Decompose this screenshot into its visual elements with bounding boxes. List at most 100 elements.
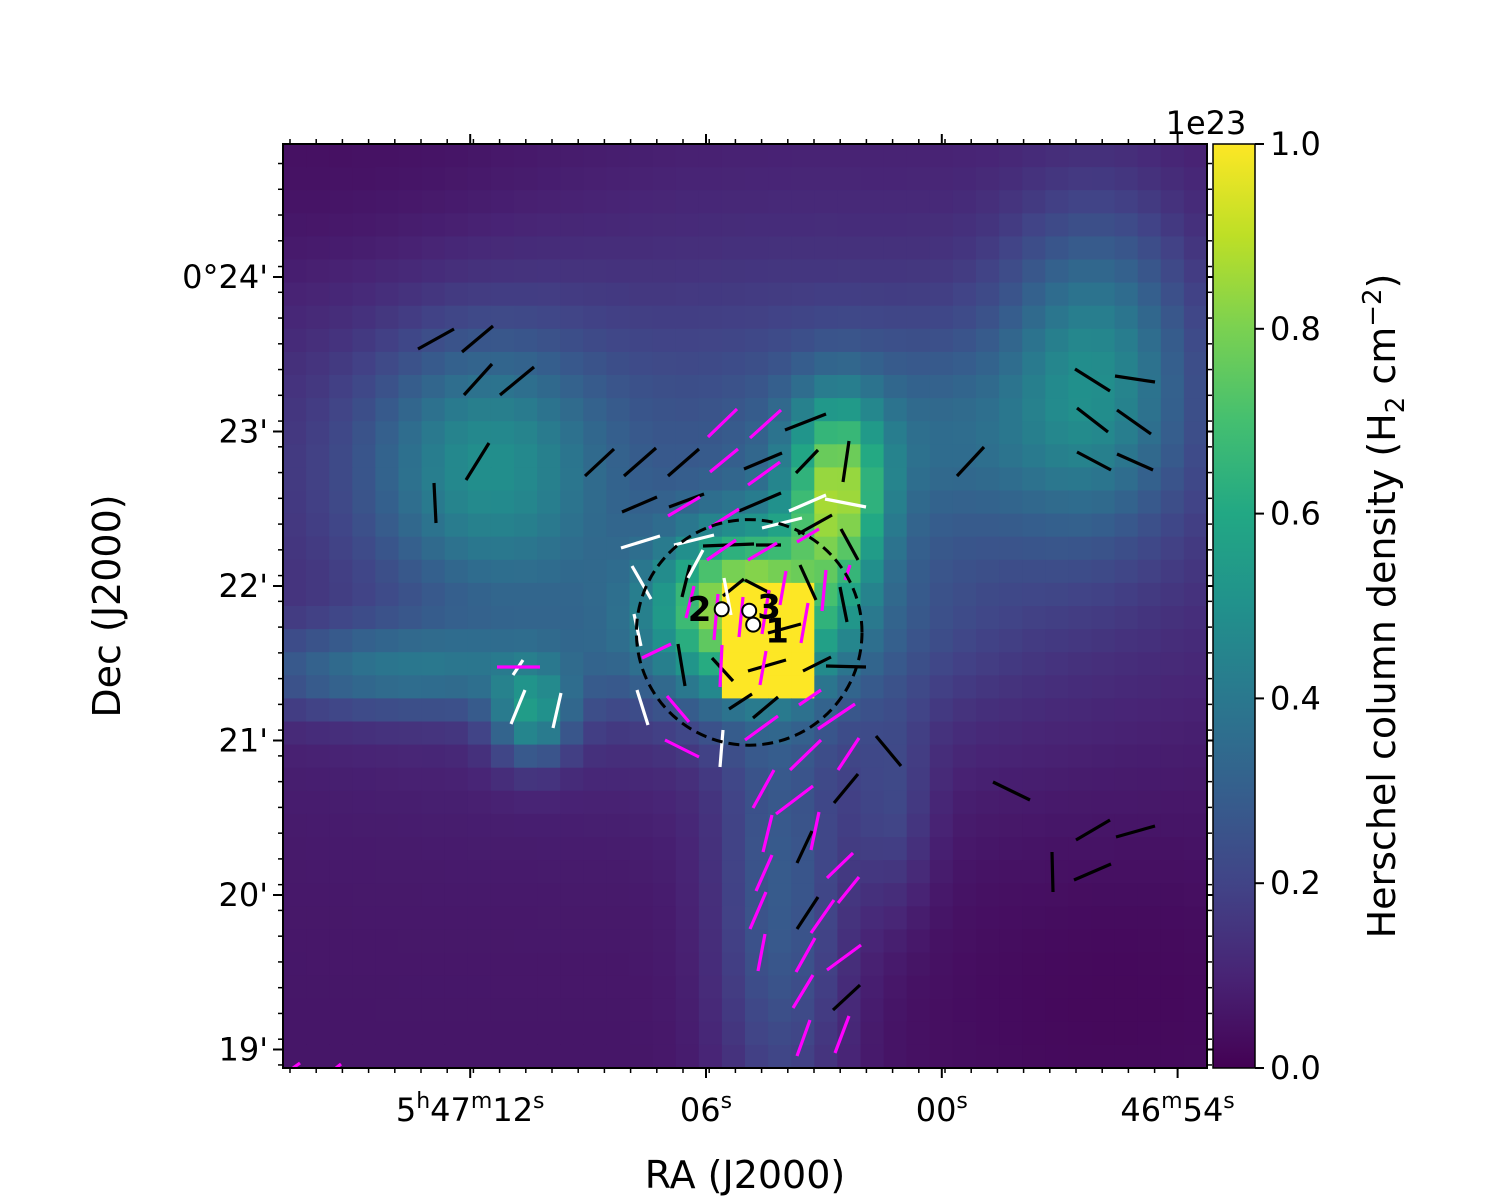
density-cell xyxy=(1114,213,1139,237)
density-cell xyxy=(467,513,492,538)
polarization-vector-black xyxy=(1076,406,1109,434)
density-cell xyxy=(1137,629,1162,653)
density-cell xyxy=(860,559,885,584)
density-cell xyxy=(1183,929,1208,954)
density-cell xyxy=(1022,998,1046,1023)
density-cell xyxy=(860,328,885,353)
density-cell xyxy=(375,467,400,492)
density-cell xyxy=(537,837,561,861)
density-cell xyxy=(675,421,700,445)
density-cell xyxy=(444,906,469,930)
density-cell xyxy=(1022,952,1046,977)
density-cell xyxy=(1114,929,1139,954)
density-cell xyxy=(768,259,792,284)
density-cell xyxy=(1160,421,1185,445)
density-cell xyxy=(1091,144,1116,168)
density-cell xyxy=(583,929,607,954)
density-cell xyxy=(952,328,977,353)
density-cell xyxy=(698,998,723,1023)
density-cell xyxy=(1045,351,1069,376)
density-cell xyxy=(976,998,1000,1023)
polarization-vector-black xyxy=(460,324,495,354)
density-cell xyxy=(537,952,561,977)
density-cell xyxy=(306,467,330,492)
density-cell xyxy=(1045,998,1069,1023)
density-cell xyxy=(352,559,376,584)
density-cell xyxy=(837,328,862,353)
density-cell xyxy=(929,652,954,676)
density-cell xyxy=(791,582,815,607)
density-cell xyxy=(560,444,584,468)
density-cell xyxy=(768,813,792,838)
density-cell xyxy=(906,375,931,399)
density-cell xyxy=(514,744,538,769)
density-cell xyxy=(444,375,469,399)
density-cell xyxy=(398,282,423,307)
source-marker xyxy=(741,602,758,619)
density-cell xyxy=(375,813,400,838)
density-cell xyxy=(1091,606,1116,630)
density-cell xyxy=(883,1044,908,1069)
density-cell xyxy=(629,1021,654,1046)
density-cell xyxy=(814,883,838,907)
density-cell xyxy=(860,606,885,630)
density-cell xyxy=(1068,767,1093,792)
density-cell xyxy=(629,860,654,884)
density-cell xyxy=(745,952,769,977)
density-cell xyxy=(698,906,723,930)
density-cell xyxy=(1137,582,1162,607)
density-cell xyxy=(583,952,607,977)
density-cell xyxy=(768,767,792,792)
density-cell xyxy=(675,167,700,191)
x-tick-label: 00s xyxy=(916,1089,968,1129)
density-cell xyxy=(698,490,723,515)
density-cell xyxy=(629,444,654,468)
density-cell xyxy=(606,652,631,676)
density-cell xyxy=(883,767,908,792)
density-cell xyxy=(1022,236,1046,261)
density-cell xyxy=(283,906,307,930)
density-cell xyxy=(675,236,700,261)
density-cell xyxy=(583,582,607,607)
density-cell xyxy=(791,190,815,214)
density-cell xyxy=(999,536,1023,561)
density-cell xyxy=(929,375,954,399)
density-cell xyxy=(444,767,469,792)
density-cell xyxy=(1183,767,1208,792)
density-cell xyxy=(490,582,515,607)
density-cell xyxy=(745,837,769,861)
density-cell xyxy=(976,398,1000,422)
density-cell xyxy=(583,675,607,699)
density-cell xyxy=(976,259,1000,284)
density-cell xyxy=(398,582,423,607)
density-cell xyxy=(999,998,1023,1023)
density-cell xyxy=(837,790,862,815)
density-cell xyxy=(398,883,423,907)
density-cell xyxy=(375,559,400,584)
density-cell xyxy=(306,998,330,1023)
density-cell xyxy=(1091,767,1116,792)
density-cell xyxy=(1022,837,1046,861)
density-cell xyxy=(791,167,815,191)
density-cell xyxy=(283,559,307,584)
y-tick-label: 23' xyxy=(218,413,268,451)
density-cell xyxy=(606,929,631,954)
density-cell xyxy=(837,351,862,376)
polarization-vector-black xyxy=(432,482,438,524)
density-cell xyxy=(652,282,677,307)
density-cell xyxy=(1137,305,1162,330)
density-cell xyxy=(1068,744,1093,769)
polarization-vector-magenta xyxy=(775,784,814,816)
density-cell xyxy=(745,813,769,838)
density-cell xyxy=(490,1044,515,1069)
density-cell xyxy=(1183,490,1208,515)
density-cell xyxy=(1137,513,1162,538)
density-cell xyxy=(398,328,423,353)
density-cell xyxy=(329,398,353,422)
density-cell xyxy=(398,975,423,1000)
density-cell xyxy=(860,582,885,607)
density-cell xyxy=(952,767,977,792)
density-cell xyxy=(467,975,492,1000)
density-cell xyxy=(814,375,838,399)
density-cell xyxy=(952,906,977,930)
